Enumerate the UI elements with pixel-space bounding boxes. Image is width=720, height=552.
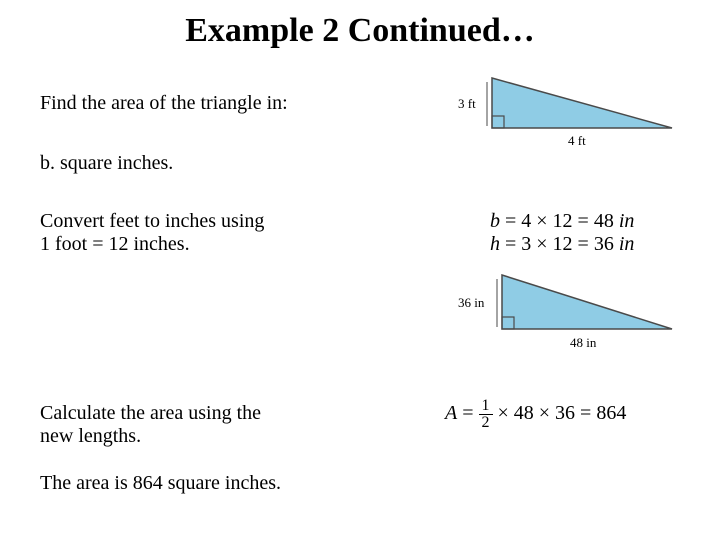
equation-rest: × 48 × 36 = 864 xyxy=(498,402,627,424)
triangle-inches-figure: 36 in 48 in xyxy=(450,267,680,357)
prompt-text: Find the area of the triangle in: xyxy=(40,92,420,115)
b-unit: in xyxy=(619,210,635,232)
height-conversion: h = 3 × 12 = 36 in xyxy=(490,233,634,256)
area-A: A xyxy=(445,402,457,424)
triangle-inches-shape xyxy=(502,275,672,329)
calc-text: Calculate the area using the new lengths… xyxy=(40,402,420,448)
part-label: b. square inches. xyxy=(40,152,420,175)
calc-line1: Calculate the area using the xyxy=(40,402,261,424)
fraction-one-half: 1 2 xyxy=(479,398,493,431)
base-conversion: b = 4 × 12 = 48 in xyxy=(490,210,634,233)
triangle-inches-base-label: 48 in xyxy=(570,335,597,350)
h-unit: in xyxy=(619,233,635,255)
triangle-feet-figure: 3 ft 4 ft xyxy=(450,70,680,150)
triangle-inches-height-label: 36 in xyxy=(458,295,485,310)
b-var: b xyxy=(490,210,500,232)
triangle-feet-height-label: 3 ft xyxy=(458,96,476,111)
convert-line2: 1 foot = 12 inches. xyxy=(40,233,190,255)
convert-line1: Convert feet to inches using xyxy=(40,210,264,232)
triangle-feet-base-label: 4 ft xyxy=(568,133,586,148)
frac-num: 1 xyxy=(479,398,493,415)
frac-den: 2 xyxy=(479,415,493,431)
b-rhs: = 4 × 12 = 48 xyxy=(500,210,619,232)
h-rhs: = 3 × 12 = 36 xyxy=(500,233,619,255)
calc-line2: new lengths. xyxy=(40,425,141,447)
area-equation: A = 1 2 × 48 × 36 = 864 xyxy=(445,398,626,431)
convert-text: Convert feet to inches using 1 foot = 12… xyxy=(40,210,420,256)
answer-text: The area is 864 square inches. xyxy=(40,472,420,495)
triangle-feet-shape xyxy=(492,78,672,128)
page-title: Example 2 Continued… xyxy=(0,12,720,50)
conversion-equations: b = 4 × 12 = 48 in h = 3 × 12 = 36 in xyxy=(490,210,634,256)
h-var: h xyxy=(490,233,500,255)
